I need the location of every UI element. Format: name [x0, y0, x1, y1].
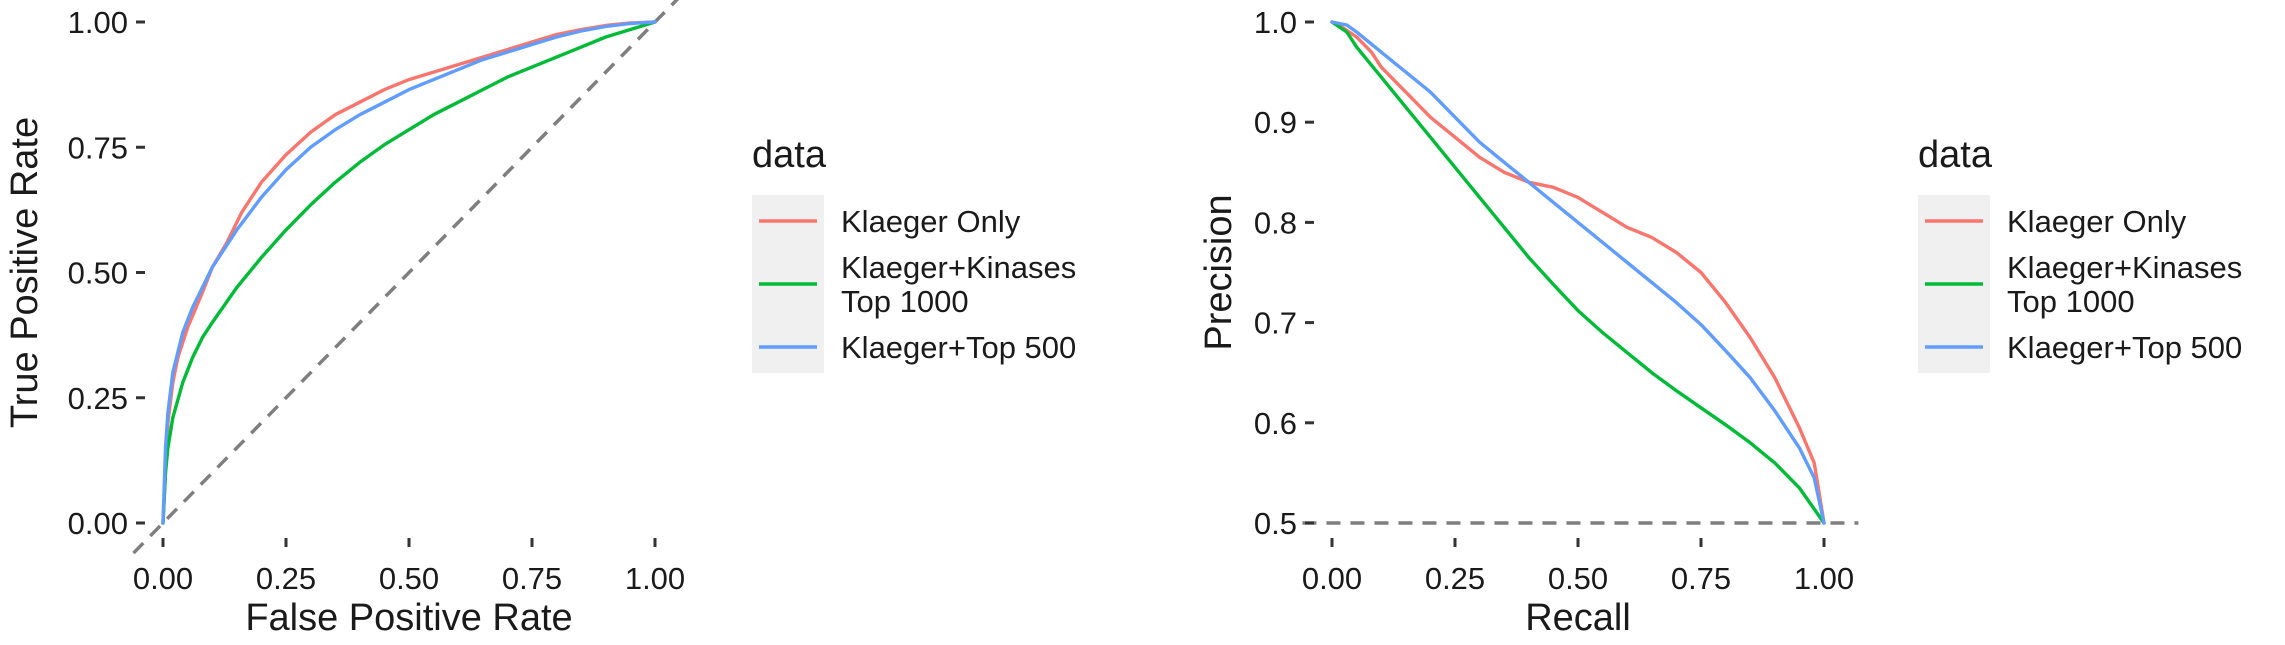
roc-y-tick-label: 0.75	[68, 130, 128, 165]
pr-legend-title: data	[1918, 134, 1993, 176]
roc-y-tick-label: 0.50	[68, 256, 128, 291]
roc-x-axis-title: False Positive Rate	[245, 597, 572, 639]
pr-series-line-klaeger-kinases	[1330, 20, 1826, 525]
roc-y-tick-label: 0.25	[68, 381, 128, 416]
roc-series-line-klaeger-only	[161, 20, 657, 525]
pr-x-tick-label: 0.50	[1548, 561, 1608, 596]
roc-panel: 0.00 0.25 0.50 0.75 1.00 0.00 0.25 0.50 0.75 1.00…	[4, 0, 1076, 639]
pr-y-axis-title: Precision	[1198, 194, 1240, 350]
pr-x-tick-label: 0.00	[1302, 561, 1362, 596]
roc-x-tick-label: 0.25	[256, 561, 316, 596]
roc-x-tick-label: 1.00	[625, 561, 685, 596]
roc-y-tick-label: 1.00	[68, 5, 128, 40]
roc-legend-title: data	[752, 134, 827, 176]
roc-series-line-klaeger-top500	[161, 20, 657, 525]
pr-y-tick-label: 0.7	[1254, 306, 1297, 341]
pr-legend-label: Klaeger+Kinases Top 1000	[2007, 250, 2242, 319]
pr-series-line-klaeger-only	[1330, 20, 1826, 525]
pr-y-tick-label: 0.8	[1254, 205, 1297, 240]
roc-x-tick-label: 0.00	[133, 561, 193, 596]
roc-legend: data Klaeger Only Klaeger+Kinases Top 1000 K…	[752, 134, 1076, 373]
pr-y-tick-label: 0.5	[1254, 506, 1297, 541]
pr-legend-label: Klaeger+Top 500	[2007, 330, 2242, 365]
roc-legend-label: Klaeger Only	[841, 204, 1021, 239]
pr-legend: data Klaeger Only Klaeger+Kinases Top 1000 K…	[1918, 134, 2242, 373]
roc-x-tick-label: 0.75	[502, 561, 562, 596]
pr-y-tick-label: 0.9	[1254, 105, 1297, 140]
precision-recall-panel: 0.5 0.6 0.7 0.8 0.9 1.0 0.00 0.25 0.50 0.75 1.00 Re…	[1198, 5, 2242, 639]
pr-y-tick-label: 1.0	[1254, 5, 1297, 40]
pr-y-tick-label: 0.6	[1254, 406, 1297, 441]
roc-y-axis-title: True Positive Rate	[4, 117, 46, 428]
roc-reference-line	[132, 0, 680, 555]
pr-x-axis-title: Recall	[1525, 597, 1631, 639]
pr-x-tick-label: 0.25	[1425, 561, 1485, 596]
pr-series-line-klaeger-top500	[1330, 20, 1826, 525]
pr-legend-label: Klaeger Only	[2007, 204, 2187, 239]
pr-x-tick-label: 1.00	[1794, 561, 1854, 596]
roc-legend-label: Klaeger+Top 500	[841, 330, 1076, 365]
roc-legend-label: Klaeger+Kinases Top 1000	[841, 250, 1076, 319]
roc-y-tick-label: 0.00	[68, 506, 128, 541]
roc-series-line-klaeger-kinases	[161, 20, 657, 525]
roc-x-tick-label: 0.50	[379, 561, 439, 596]
pr-x-tick-label: 0.75	[1671, 561, 1731, 596]
